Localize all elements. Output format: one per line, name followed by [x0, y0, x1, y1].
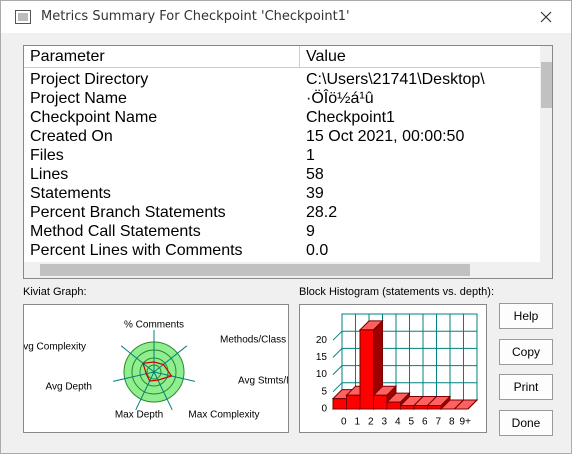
parameter-cell: Lines	[30, 166, 69, 183]
x-tick-label: 2	[368, 417, 374, 428]
y-tick-label: 10	[316, 369, 328, 380]
value-cell: 1	[306, 147, 315, 164]
vertical-scrollbar[interactable]	[540, 46, 552, 262]
x-tick-label: 3	[381, 417, 387, 428]
bar	[373, 394, 388, 410]
value-cell: C:\Users\21741\Desktop\	[306, 71, 485, 88]
button[interactable]: Help	[499, 303, 553, 329]
parameter-cell: Project Directory	[30, 71, 149, 88]
value-cell: 9	[306, 223, 315, 240]
tick-mark	[332, 330, 343, 341]
kiviat-axis-label: Methods/Class	[220, 335, 286, 346]
parameter-cell: Method Call Statements	[30, 223, 201, 240]
x-tick-label: 8	[449, 417, 455, 428]
bar	[346, 394, 361, 410]
button[interactable]: Done	[499, 409, 553, 436]
x-tick-label: 1	[354, 417, 360, 428]
x-tick-label: 9+	[460, 417, 472, 428]
parameter-cell: Percent Branch Statements	[30, 204, 226, 221]
x-tick-label: 4	[395, 417, 401, 428]
x-tick-label: 0	[341, 417, 347, 428]
kiviat-axis-label: Max Depth	[115, 410, 163, 421]
column-header: Parameter	[30, 48, 105, 65]
parameter-cell: Project Name	[30, 90, 127, 107]
x-tick-label: 6	[422, 417, 428, 428]
tick-mark	[332, 348, 343, 358]
kiviat-shape	[142, 361, 173, 382]
column-header: Value	[306, 48, 346, 65]
metrics-table: Parameter Value Project Directory C:\Users\…	[23, 45, 553, 279]
histogram-label: Block Histogram (statements vs. depth):	[299, 286, 495, 298]
close-button[interactable]	[539, 10, 553, 24]
kiviat-graph: % Comments Methods/Class Avg Stmts/Method M…	[23, 304, 289, 433]
parameter-cell: Percent Lines with Comments	[30, 242, 243, 259]
bar	[400, 405, 415, 410]
bar	[359, 329, 374, 410]
parameter-cell: Statements	[30, 185, 111, 202]
button[interactable]: Copy	[499, 338, 553, 365]
value-cell: Checkpoint1	[306, 109, 395, 126]
kiviat-axis-label: Avg Stmts/Method	[238, 376, 289, 387]
parameter-cell: Files	[30, 147, 64, 164]
value-cell: 15 Oct 2021, 00:00:50	[306, 128, 465, 145]
value-cell: 28.2	[306, 204, 338, 221]
value-cell: 0.0	[306, 242, 329, 259]
column-divider	[299, 46, 300, 67]
y-tick-label: 15	[316, 352, 328, 363]
value-cell: 39	[306, 185, 324, 202]
bar	[332, 398, 347, 410]
kiviat-axis	[153, 371, 173, 411]
y-tick-label: 0	[321, 404, 327, 415]
bar	[413, 405, 428, 410]
tick-mark	[332, 365, 343, 375]
table-header	[24, 46, 540, 68]
kiviat-axis	[153, 345, 188, 373]
parameter-cell: Created On	[30, 128, 113, 145]
title-bar: Metrics Summary For Checkpoint 'Checkpoi…	[1, 1, 571, 33]
kiviat-axis-label: Avg Complexity	[23, 342, 86, 353]
kiviat-axis	[135, 371, 155, 411]
y-tick-label: 5	[321, 386, 327, 397]
x-tick-label: 7	[435, 417, 441, 428]
kiviat-axis-label: Avg Depth	[45, 382, 92, 393]
bar-side	[467, 399, 478, 410]
kiviat-label: Kiviat Graph:	[23, 286, 87, 298]
kiviat-axis-label: Max Complexity	[188, 410, 259, 421]
value-cell: ·ÖÎö½á¹û	[306, 90, 374, 107]
horizontal-scrollbar[interactable]	[24, 262, 552, 278]
parameter-cell: Checkpoint Name	[30, 109, 158, 126]
kiviat-axis	[153, 371, 196, 382]
window-title: Metrics Summary For Checkpoint 'Checkpoi…	[41, 9, 350, 24]
bar	[386, 401, 401, 410]
y-tick-label: 20	[316, 335, 328, 346]
app-icon	[15, 10, 31, 24]
button[interactable]: Print	[499, 374, 553, 400]
kiviat-axis-label: % Comments	[124, 320, 184, 331]
x-tick-label: 5	[408, 417, 414, 428]
kiviat-axis	[112, 371, 155, 382]
tick-mark	[332, 382, 343, 393]
kiviat-axis	[120, 345, 155, 373]
value-cell: 58	[306, 166, 324, 183]
bar	[427, 405, 442, 410]
